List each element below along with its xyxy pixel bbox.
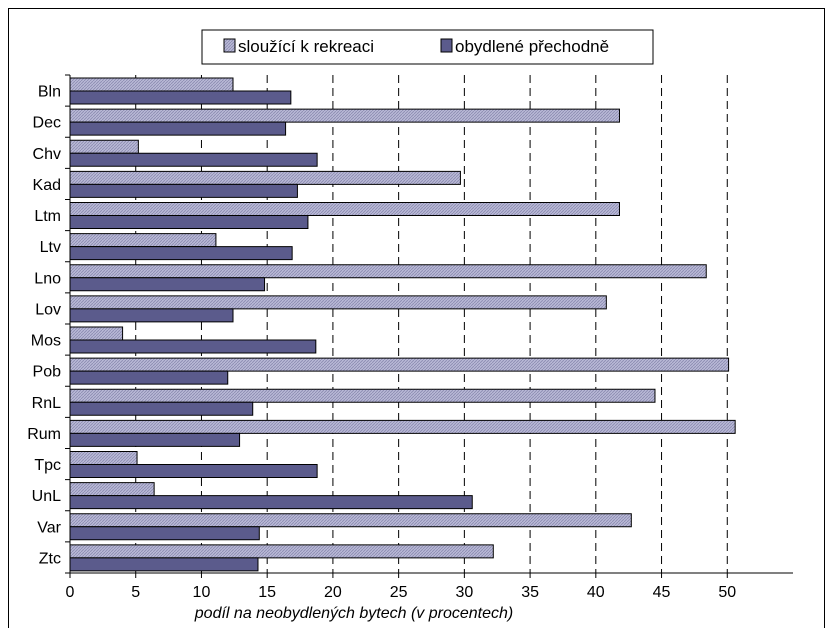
x-tick-label-25: 25	[390, 584, 408, 601]
bar-temporary-tpc	[69, 464, 318, 478]
bar-temporary-bln	[69, 90, 292, 105]
x-tick-label-10: 10	[193, 584, 211, 601]
bar-temporary-lov	[69, 308, 234, 323]
x-tick-labels: 0 5 10 15 20 25 30 35 40 45 50	[66, 584, 737, 601]
legend-box	[201, 29, 654, 65]
legend-swatch-recreation	[223, 38, 236, 53]
y-tick-label-ztc: Ztc	[39, 550, 61, 567]
bar-temporary-rum	[69, 432, 241, 447]
bar-temporary-rnl	[69, 401, 254, 416]
y-tick-label-bln: Bln	[38, 84, 61, 101]
y-tick-labels: Bln Dec Chv Kad Ltm Ltv Lno Lov Mos Pob RnL Rum Tpc U…	[27, 84, 61, 568]
y-tick-label-mos: Mos	[31, 333, 61, 350]
x-tick-label-50: 50	[718, 584, 736, 601]
bar-temporary-mos	[69, 339, 317, 354]
y-tick-label-var: Var	[37, 519, 61, 536]
y-tick-label-pob: Pob	[33, 364, 62, 381]
bar-temporary-lno	[69, 277, 266, 292]
chart-frame: sloužící k rekreaci obydlené přechodně B…	[8, 8, 825, 628]
bar-temporary-unl	[69, 495, 473, 510]
y-tick-label-unl: UnL	[32, 488, 61, 505]
bar-recreation-bln	[69, 77, 234, 92]
y-tick-label-tpc: Tpc	[34, 457, 61, 474]
bar-recreation-ltm	[69, 202, 620, 216]
bars	[69, 77, 736, 572]
legend-label-recreation: sloužící k rekreaci	[238, 37, 374, 56]
bar-recreation-tpc	[69, 451, 138, 465]
x-tick-label-45: 45	[653, 584, 671, 601]
y-tick-label-ltv: Ltv	[40, 239, 61, 256]
bar-temporary-kad	[69, 183, 298, 198]
y-tick-label-rnl: RnL	[32, 395, 61, 412]
bar-temporary-dec	[69, 121, 287, 136]
bar-temporary-ztc	[69, 557, 259, 572]
bar-recreation-ztc	[69, 544, 494, 559]
bar-recreation-kad	[69, 170, 461, 185]
y-tick-label-kad: Kad	[33, 177, 61, 194]
bar-recreation-ltv	[69, 233, 217, 248]
bar-recreation-chv	[69, 139, 139, 154]
axes	[65, 74, 793, 578]
bar-temporary-chv	[69, 152, 318, 167]
x-tick-label-20: 20	[324, 584, 342, 601]
y-tick-label-lno: Lno	[34, 270, 61, 287]
x-tick-label-30: 30	[455, 584, 473, 601]
bar-temporary-pob	[69, 370, 229, 385]
gridlines	[135, 75, 728, 573]
x-tick-label-40: 40	[587, 584, 605, 601]
bar-temporary-ltv	[69, 246, 293, 261]
y-tick-label-chv: Chv	[33, 146, 61, 163]
legend: sloužící k rekreaci obydlené přechodně	[201, 29, 654, 65]
x-tick-label-15: 15	[258, 584, 276, 601]
y-tick-label-dec: Dec	[33, 115, 61, 132]
bar-recreation-mos	[69, 326, 124, 341]
chart: sloužící k rekreaci obydlené přechodně B…	[27, 29, 793, 622]
bar-temporary-ltm	[69, 215, 309, 229]
bar-recreation-lno	[69, 264, 707, 279]
x-tick-label-5: 5	[131, 584, 140, 601]
y-tick-label-rum: Rum	[27, 426, 61, 443]
legend-label-temporary: obydlené přechodně	[455, 37, 609, 56]
bar-recreation-rum	[69, 419, 736, 434]
x-tick-label-35: 35	[521, 584, 539, 601]
y-tick-label-ltm: Ltm	[34, 208, 61, 225]
bar-temporary-var	[69, 526, 260, 541]
bar-recreation-dec	[69, 108, 620, 123]
y-tick-label-lov: Lov	[35, 301, 61, 318]
bar-recreation-lov	[69, 295, 607, 310]
bar-recreation-rnl	[69, 388, 656, 403]
legend-swatch-temporary	[440, 38, 453, 53]
bar-recreation-pob	[69, 357, 730, 372]
bar-recreation-var	[69, 513, 632, 528]
x-tick-label-0: 0	[66, 584, 75, 601]
bar-recreation-unl	[69, 482, 155, 497]
x-axis-label: podíl na neobydlených bytech (v procente…	[194, 605, 513, 622]
